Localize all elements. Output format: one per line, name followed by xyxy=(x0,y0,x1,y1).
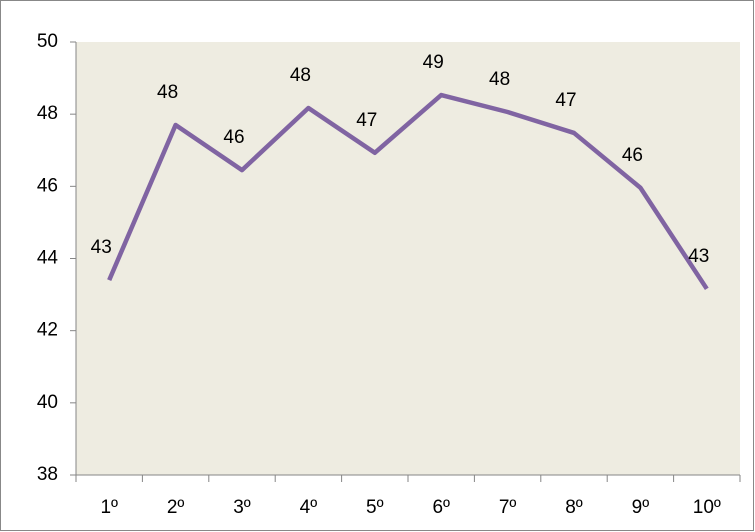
data-label: 48 xyxy=(489,69,510,90)
data-label: 48 xyxy=(157,82,178,103)
x-tick-label: 10º xyxy=(693,497,721,518)
x-tick-label: 8º xyxy=(565,497,583,518)
x-tick-label: 7º xyxy=(499,497,517,518)
x-tick-label: 6º xyxy=(432,497,450,518)
data-label: 48 xyxy=(290,65,311,86)
data-label: 43 xyxy=(91,237,112,258)
x-tick-label: 2º xyxy=(167,497,185,518)
y-tick-label: 38 xyxy=(37,464,58,485)
line-series xyxy=(107,92,709,291)
y-tick-label: 48 xyxy=(37,103,58,124)
data-label: 46 xyxy=(223,127,244,148)
data-label: 46 xyxy=(622,145,643,166)
data-label: 49 xyxy=(423,52,444,73)
plot-area xyxy=(76,42,740,475)
x-tick-label: 3º xyxy=(233,497,251,518)
y-tick-label: 46 xyxy=(37,175,58,196)
y-tick-label: 42 xyxy=(37,320,58,341)
x-tick-label: 1º xyxy=(100,497,118,518)
data-label: 47 xyxy=(555,90,576,111)
data-label: 43 xyxy=(688,246,709,267)
y-tick-label: 50 xyxy=(37,31,58,52)
x-tick-label: 5º xyxy=(366,497,384,518)
y-tick-label: 44 xyxy=(37,248,59,269)
x-tick-label: 4º xyxy=(300,497,318,518)
data-label: 47 xyxy=(356,110,377,131)
y-tick-label: 40 xyxy=(37,392,58,413)
x-tick-label: 9º xyxy=(632,497,650,518)
